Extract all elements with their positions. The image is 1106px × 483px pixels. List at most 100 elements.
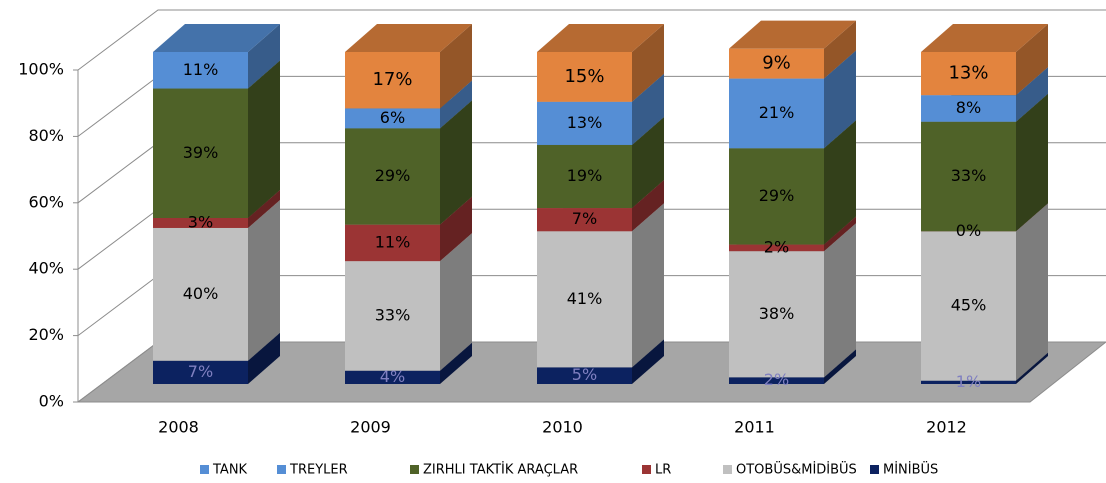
data-label: 13% (948, 63, 988, 84)
data-label: 29% (375, 166, 411, 185)
bar-side (440, 24, 472, 109)
data-label: 45% (951, 295, 987, 314)
y-tick-label: 60% (28, 192, 64, 211)
bar-top (537, 24, 664, 52)
bar-side (824, 120, 856, 245)
bar-top (921, 24, 1048, 52)
legend-swatch (723, 465, 732, 474)
legend-swatch (200, 465, 209, 474)
data-label: 3% (188, 212, 213, 231)
bar (921, 52, 1016, 96)
data-label: 11% (375, 232, 411, 251)
data-label: 1% (956, 372, 981, 391)
bar-top (729, 20, 856, 49)
bar-side (1016, 203, 1048, 381)
data-label: 11% (183, 60, 219, 79)
bar-side (440, 80, 472, 129)
bar-side (1016, 24, 1048, 96)
grid-line (77, 9, 1106, 71)
data-label: 17% (372, 69, 412, 90)
bar-side (440, 233, 472, 371)
bar-side (632, 116, 664, 209)
bar-side (248, 332, 280, 384)
bar (921, 121, 1016, 232)
legend-swatch (277, 465, 286, 474)
y-tick-label: 100% (18, 60, 64, 79)
bar-side (824, 50, 856, 149)
bar (921, 380, 1016, 384)
bar-side (1016, 352, 1048, 384)
data-label: 41% (567, 289, 603, 308)
bar (345, 370, 440, 384)
data-label: 29% (759, 186, 795, 205)
data-label: 19% (567, 166, 603, 185)
data-label: 38% (759, 304, 795, 323)
data-label: 39% (183, 143, 219, 162)
bar (729, 244, 824, 252)
legend-swatch (410, 465, 419, 474)
bar (345, 52, 440, 109)
bar (729, 78, 824, 149)
bar-side (824, 20, 856, 79)
y-tick-label: 0% (39, 392, 64, 411)
bar-side (440, 100, 472, 225)
legend-swatch (870, 465, 879, 474)
x-tick-label: 2011 (734, 418, 775, 437)
bar-side (248, 24, 280, 89)
y-tick-label: 80% (28, 126, 64, 145)
data-label: 8% (956, 98, 981, 117)
data-label: 21% (759, 103, 795, 122)
legend-label: TANK (212, 463, 248, 478)
data-label: 15% (564, 66, 604, 87)
legend-label: ZIRHLI TAKTİK ARAÇLAR (423, 462, 578, 478)
bar-side (632, 339, 664, 384)
bar (153, 227, 248, 361)
bar (153, 218, 248, 228)
bar (537, 52, 632, 102)
bar-side (1016, 67, 1048, 122)
x-tick-label: 2012 (926, 418, 967, 437)
bar-side (248, 199, 280, 361)
bar-top (153, 24, 280, 52)
data-label: 0% (956, 221, 981, 240)
bar (921, 95, 1016, 122)
bar (729, 48, 824, 79)
legend-label: TREYLER (289, 463, 348, 478)
data-label: 2% (764, 237, 789, 256)
bar-side (632, 73, 664, 145)
legend-label: LR (655, 463, 671, 478)
data-label: 7% (572, 209, 597, 228)
bar (153, 52, 248, 89)
x-tick-label: 2010 (542, 418, 583, 437)
bar (537, 231, 632, 368)
legend-label: MİNİBÜS (883, 461, 938, 478)
bar-side (824, 216, 856, 252)
bar (537, 367, 632, 384)
bar (153, 88, 248, 219)
y-tick-label: 20% (28, 325, 64, 344)
bar (345, 224, 440, 262)
data-label: 6% (380, 108, 405, 127)
bar-side (248, 190, 280, 228)
data-label: 40% (183, 284, 219, 303)
bar-side (440, 342, 472, 384)
bar (153, 360, 248, 384)
bar (345, 261, 440, 371)
bar-side (632, 24, 664, 102)
x-tick-label: 2009 (350, 418, 391, 437)
data-label: 33% (375, 305, 411, 324)
data-label: 4% (380, 367, 405, 386)
bar-side (1016, 93, 1048, 232)
bar (729, 251, 824, 378)
bar (729, 148, 824, 245)
bar (729, 377, 824, 384)
bar-top (345, 24, 472, 52)
legend-swatch (642, 465, 651, 474)
bar-side (632, 203, 664, 368)
bar (537, 208, 632, 232)
bar (345, 128, 440, 225)
bar-side (632, 180, 664, 232)
bar-side (824, 349, 856, 384)
